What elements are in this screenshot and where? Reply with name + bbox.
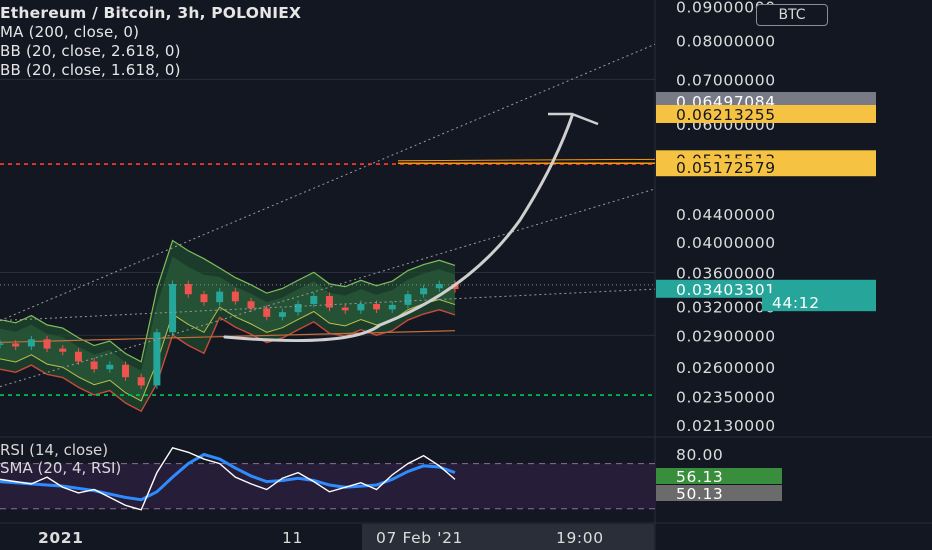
rsi-title[interactable]: RSI (14, close) [0,441,109,459]
bollinger-upper-line [0,239,456,363]
candle[interactable] [420,288,428,295]
indicator-ma[interactable]: MA (200, close, 0) [0,23,140,41]
rsi-badge[interactable] [656,468,782,484]
price-axis[interactable]: 0.090000000.080000000.070000000.06000000… [656,0,876,435]
target-line[interactable] [397,158,656,162]
candle[interactable] [310,295,318,304]
price-tick-label: 0.08000000 [676,33,776,51]
rsi-range-fill [0,463,655,509]
candle[interactable] [184,283,192,295]
rsi-legend: RSI (14, close) SMA (20, 4, RSI) [0,441,121,477]
indicator-bb-outer[interactable]: BB (20, close, 2.618, 0) [0,42,181,60]
rsi-badge-label: 56.13 [676,468,723,486]
trendline-lower [0,188,656,388]
candle[interactable] [43,339,51,349]
candle[interactable] [231,291,239,302]
price-tick-label: 0.02130000 [676,417,776,435]
price-badge[interactable] [656,158,876,177]
chart-title: Ethereum / Bitcoin, 3h, POLONIEX [0,4,302,22]
price-badge[interactable] [656,104,876,123]
price-badge[interactable] [762,293,876,312]
time-label: 11 [282,529,303,547]
crosshair-time-badge[interactable] [362,524,654,550]
indicator-bb-inner[interactable]: BB (20, close, 1.618, 0) [0,61,181,79]
price-tick-label: 0.04400000 [676,206,776,224]
price-tick-label: 0.07000000 [676,71,776,89]
candle[interactable] [74,351,82,362]
candle[interactable] [216,291,224,303]
price-tick-label: 0.09000000 [676,0,776,16]
candle[interactable] [435,283,443,289]
candle[interactable] [106,364,114,370]
candle[interactable] [0,343,4,345]
rsi-badge[interactable] [656,485,782,501]
candle[interactable] [263,308,271,317]
time-label: 19:00 [556,529,604,547]
time-axis[interactable]: 2021 11 07 Feb '21 19:00 [0,522,932,550]
candle[interactable] [12,343,20,347]
candle[interactable] [137,377,145,386]
rsi-line[interactable] [0,446,456,511]
price-tick-label: 0.02600000 [676,359,776,377]
candle[interactable] [404,294,412,305]
trendline-base [0,288,656,322]
candle[interactable] [59,348,67,352]
price-badge-label: 0.06213255 [676,106,776,124]
candle[interactable] [341,307,349,311]
price-tick-label: 0.03600000 [676,264,776,282]
projection-arrow[interactable] [223,114,574,343]
candle[interactable] [373,303,381,310]
main-price-pane[interactable] [0,0,656,550]
candle[interactable] [27,339,35,347]
price-tick-label: 0.04000000 [676,234,776,252]
price-tick-label: 0.02900000 [676,327,776,345]
candle[interactable] [200,294,208,303]
bollinger-band-inner [0,256,455,401]
candle[interactable] [325,295,333,308]
candle[interactable] [278,312,286,317]
candle[interactable] [357,303,365,311]
rsi-badge-label: 50.13 [676,485,723,503]
chart-legend: Ethereum / Bitcoin, 3h, POLONIEX MA (200… [0,4,301,80]
candle[interactable] [169,283,177,333]
time-label: 07 Feb '21 [376,529,463,547]
candle[interactable] [247,301,255,309]
time-label: 2021 [38,529,84,547]
candle[interactable] [388,304,396,310]
price-badge-label: 0.03403301 [676,281,776,299]
rsi-sma-line[interactable] [0,452,456,502]
price-badge-label: 0.05172579 [676,159,776,177]
candle[interactable] [294,303,302,313]
price-tick-label: 0.02350000 [676,388,776,406]
projection-arrow-head [548,112,599,126]
rsi-sma-title[interactable]: SMA (20, 4, RSI) [0,459,122,477]
trendline-upper [0,43,656,322]
price-badge-label: 44:12 [772,294,820,312]
candle[interactable] [153,332,161,386]
currency-button[interactable]: BTC [756,4,828,26]
bollinger-lower-line [0,309,456,413]
rsi-axis-label: 80.00 [676,446,723,464]
price-tick-label: 0.03200000 [676,299,776,317]
candle[interactable] [122,364,130,378]
candle[interactable] [90,361,98,370]
